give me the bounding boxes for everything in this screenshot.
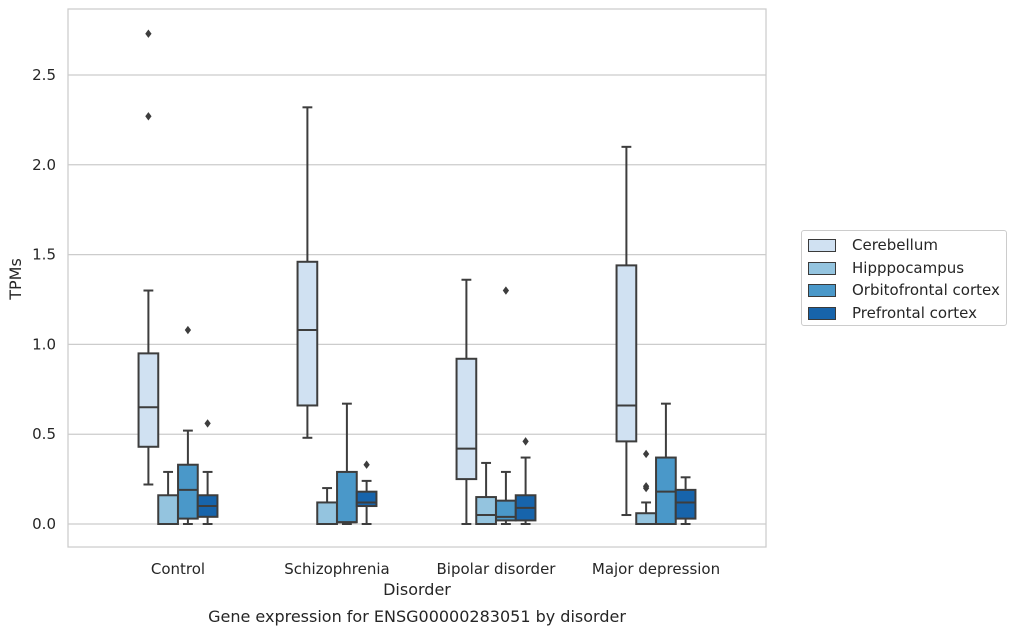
y-tick-label: 2.0 [32, 156, 56, 174]
box [615, 264, 638, 443]
outlier-point [522, 437, 529, 446]
x-tick-label: Control [151, 560, 205, 578]
legend-label: Hipppocampus [852, 259, 965, 277]
box-group [316, 487, 338, 525]
box [455, 357, 478, 481]
y-tick-label: 2.5 [32, 66, 56, 84]
box-groups [137, 29, 697, 526]
box-group [336, 402, 358, 525]
outlier-point [642, 482, 650, 491]
box [137, 352, 160, 448]
legend-label: Orbitofrontal cortex [852, 281, 1000, 299]
y-tick-label: 0.0 [32, 515, 56, 533]
box-group [137, 29, 160, 486]
legend-label: Prefrontal cortex [852, 304, 977, 322]
box-group [475, 461, 497, 525]
outlier-point [204, 419, 211, 428]
box [157, 494, 179, 526]
box-group [674, 476, 697, 525]
legend-item: Cerebellum [808, 235, 938, 255]
box-group [455, 278, 478, 525]
box [316, 501, 338, 525]
box [177, 463, 199, 520]
box-group [355, 460, 378, 525]
box-group [615, 145, 638, 517]
box [336, 470, 358, 524]
outlier-point [145, 29, 152, 38]
x-axis-label: Disorder [383, 580, 451, 599]
box-group [495, 286, 517, 525]
legend-item: Prefrontal cortex [808, 303, 977, 323]
box-group [635, 449, 657, 525]
outlier-point [642, 449, 650, 459]
y-tick-label: 1.5 [32, 246, 56, 264]
box [475, 496, 497, 525]
box [355, 490, 378, 508]
legend-item: Hipppocampus [808, 258, 964, 278]
chart-title: Gene expression for ENSG00000283051 by d… [208, 607, 626, 626]
plot-frame [67, 8, 767, 548]
box [296, 260, 319, 407]
outlier-point [184, 325, 192, 335]
legend-swatch [808, 261, 836, 275]
x-tick-label: Major depression [592, 560, 720, 578]
box [635, 512, 657, 525]
y-tick-label: 1.0 [32, 335, 56, 353]
x-tick-label: Schizophrenia [284, 560, 389, 578]
x-tick-label: Bipolar disorder [437, 560, 557, 578]
legend-swatch [808, 238, 836, 252]
legend-swatch [808, 283, 836, 297]
box-group [296, 106, 319, 439]
y-tick-labels: 0.0 0.5 1.0 1.5 2.0 2.5 [32, 66, 56, 533]
box-group [655, 402, 677, 526]
box-group [157, 470, 179, 526]
box-group [177, 325, 199, 525]
box-group [196, 419, 219, 525]
outlier-point [363, 460, 370, 469]
outlier-point [145, 112, 152, 121]
legend-label: Cerebellum [852, 236, 938, 254]
box [674, 488, 697, 520]
legend-swatch [808, 306, 836, 320]
outlier-point [502, 286, 510, 295]
y-axis-label: TPMs [6, 258, 25, 301]
box-group [514, 437, 537, 525]
legend-item: Orbitofrontal cortex [808, 280, 1000, 300]
x-tick-labels: Control Schizophrenia Bipolar disorder Majo… [151, 560, 720, 578]
legend: Cerebellum Hipppocampus Orbitofrontal co… [801, 230, 1007, 326]
y-tick-label: 0.5 [32, 425, 56, 443]
